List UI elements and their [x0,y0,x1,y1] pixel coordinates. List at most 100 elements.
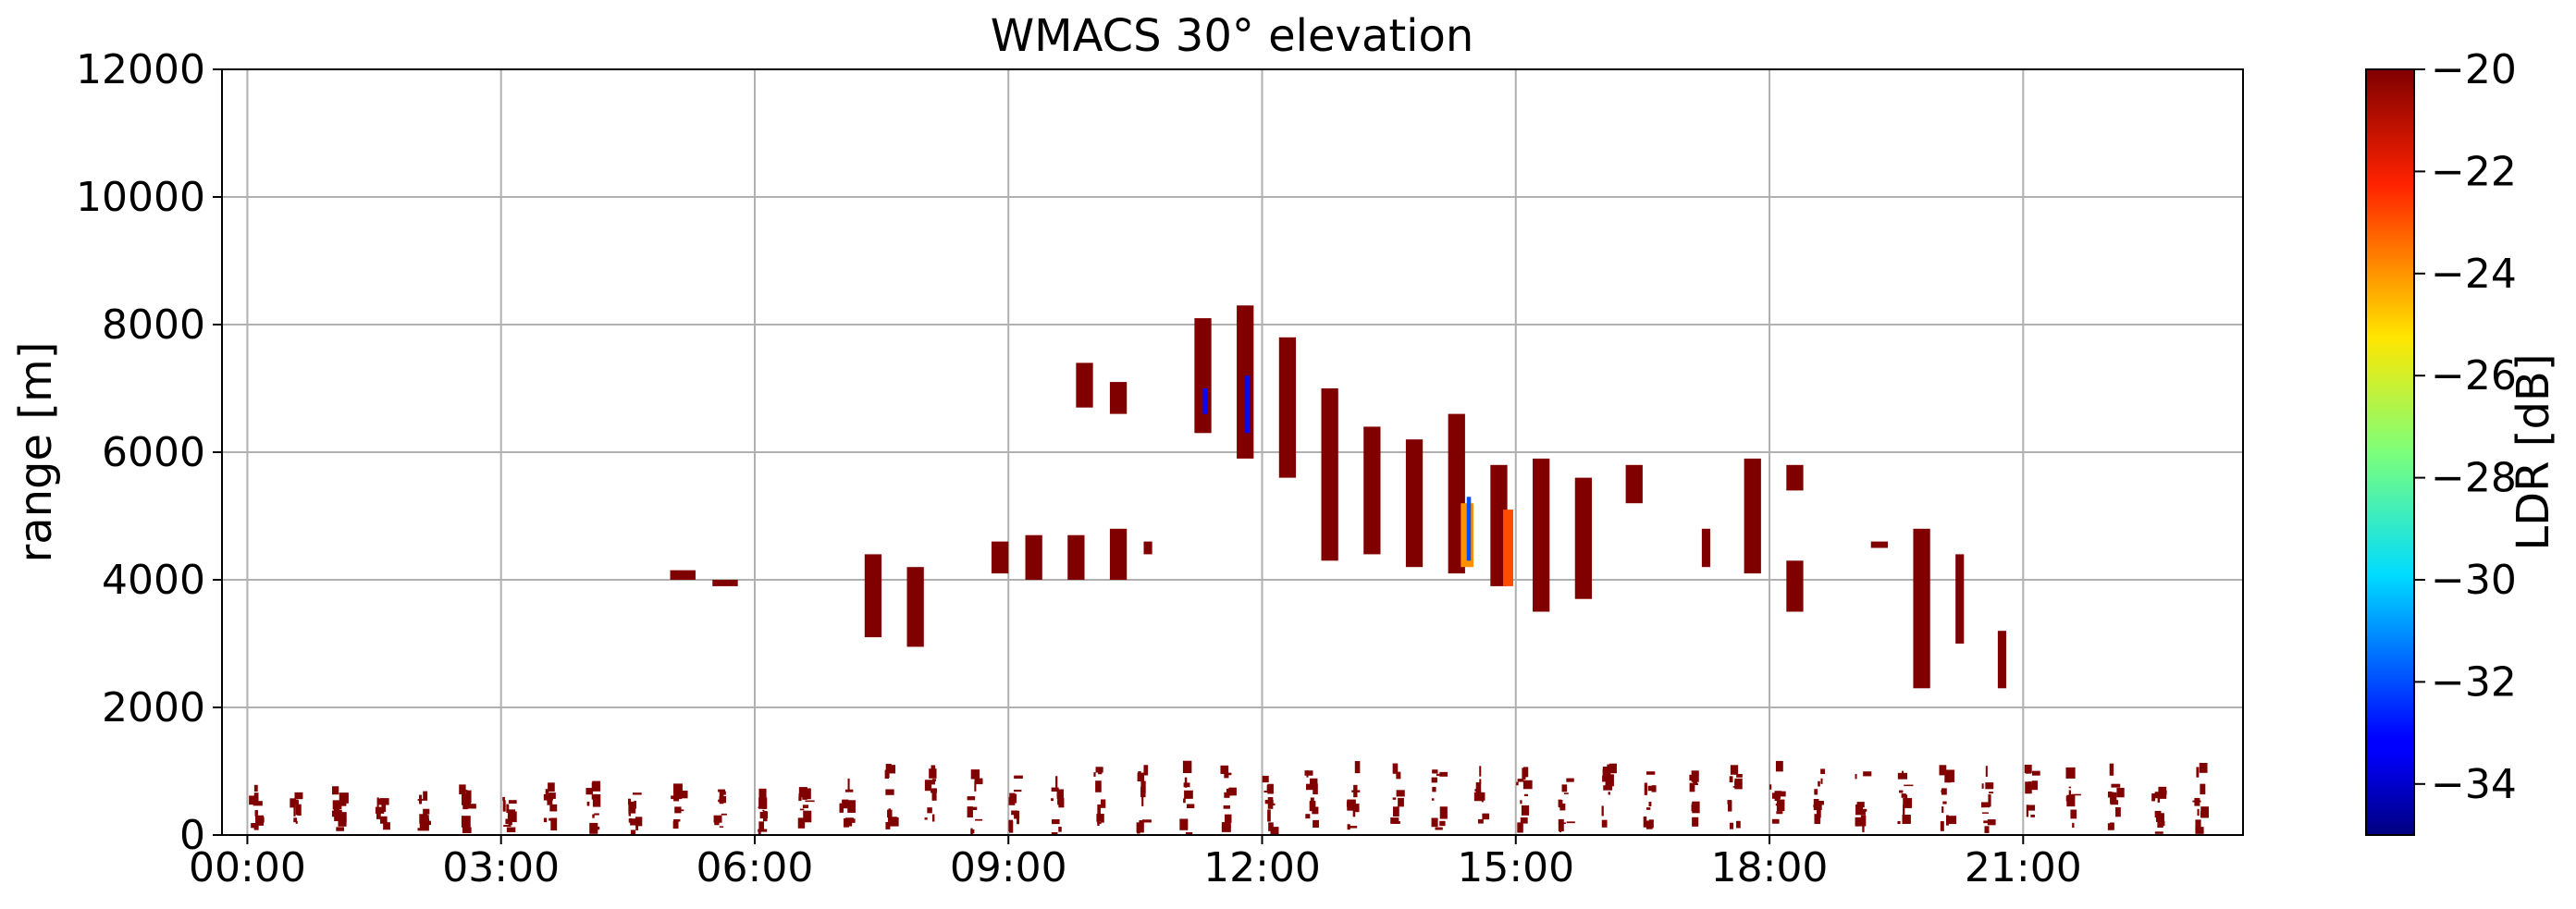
y-tick-label: 0 [179,812,205,859]
clutter-echo [628,801,636,814]
clutter-echo [423,815,429,823]
clutter-echo [1728,800,1732,812]
clutter-echo [1052,818,1060,825]
clutter-echo [1013,790,1022,792]
echo-region [1109,382,1128,414]
echo-region [1321,388,1338,561]
clutter-echo [1482,813,1490,820]
clutter-echo [1352,806,1356,817]
x-tick-label: 12:00 [1203,844,1321,891]
clutter-echo [1650,786,1653,789]
clutter-echo [1603,785,1613,791]
clutter-echo [1989,792,1994,794]
clutter-echo [1899,790,1904,793]
clutter-echo [975,818,982,821]
clutter-echo [293,817,298,823]
clutter-echo [1137,772,1145,782]
clutter-echo [1355,804,1360,813]
clutter-echo [1517,779,1524,782]
clutter-echo [2195,819,2201,830]
clutter-echo [721,813,727,816]
clutter-echo [1439,771,1448,777]
clutter-echo [1435,827,1443,830]
clutter-echo [1602,775,1606,782]
clutter-echo [505,818,512,825]
clutter-echo [1183,798,1186,804]
colorbar-tick-label: −20 [2431,46,2517,93]
clutter-echo [1601,805,1604,817]
clutter-echo [550,817,558,831]
clutter-echo [1771,792,1781,799]
clutter-echo [295,807,301,816]
clutter-echo [885,821,891,829]
clutter-echo [293,804,296,817]
clutter-echo [2065,795,2070,802]
clutter-echo [1347,824,1350,830]
colorbar-tick-label: −24 [2431,251,2517,298]
clutter-echo [1138,771,1141,776]
echo-region [864,554,882,638]
clutter-echo [1055,776,1058,788]
clutter-echo [1608,792,1610,795]
clutter-echo [2031,780,2038,789]
clutter-echo [1981,783,1984,789]
clutter-echo [845,817,854,821]
clutter-echo [888,765,896,774]
clutter-echo [719,792,724,805]
clutter-echo [1139,819,1144,828]
clutter-echo [503,825,512,827]
clutter-echo [1143,765,1149,776]
clutter-echo [1267,809,1271,822]
clutter-echo [253,795,257,800]
y-tick-label: 2000 [102,684,205,731]
clutter-echo [1736,820,1741,829]
clutter-echo [885,789,894,795]
clutter-echo [1644,782,1647,795]
clutter-echo [1058,797,1065,808]
clutter-echo [1141,796,1144,806]
y-tick-label: 4000 [102,557,205,604]
clutter-echo [673,818,681,822]
clutter-echo [381,801,387,812]
clutter-echo [459,784,466,795]
clutter-echo [1645,771,1656,775]
clutter-echo [1137,830,1140,834]
clutter-echo [1516,781,1519,786]
clutter-echo [1477,818,1484,824]
clutter-echo [931,788,937,793]
clutter-echo [295,806,302,809]
clutter-echo [1985,766,1988,778]
clutter-echo [255,817,265,823]
clutter-echo [332,800,342,810]
clutter-echo [1267,783,1274,794]
x-tick-label: 21:00 [1965,844,2082,891]
clutter-echo [930,780,935,785]
clutter-echo [927,807,932,814]
y-tick-label: 6000 [102,429,205,476]
clutter-echo [249,795,258,805]
clutter-echo [714,818,720,826]
clutter-echo [673,785,679,792]
clutter-echo [635,825,639,830]
clutter-echo [1558,818,1564,832]
clutter-echo [719,826,724,828]
clutter-echo [1312,806,1319,815]
clutter-echo [762,810,768,822]
clutter-echo [1349,826,1358,829]
echo-region [1245,375,1250,434]
clutter-echo [839,803,844,813]
clutter-echo [1522,780,1533,790]
clutter-echo [1224,772,1229,779]
clutter-echo [1981,812,1989,814]
clutter-echo [1901,793,1906,798]
clutter-echo [1398,797,1404,807]
clutter-echo [1439,820,1446,827]
clutter-echo [844,789,854,792]
echo-region [1955,554,1965,644]
clutter-echo [2028,805,2036,811]
clutter-echo [887,809,893,818]
clutter-echo [1520,817,1528,824]
clutter-echo [1651,785,1657,792]
clutter-echo [1860,811,1866,816]
